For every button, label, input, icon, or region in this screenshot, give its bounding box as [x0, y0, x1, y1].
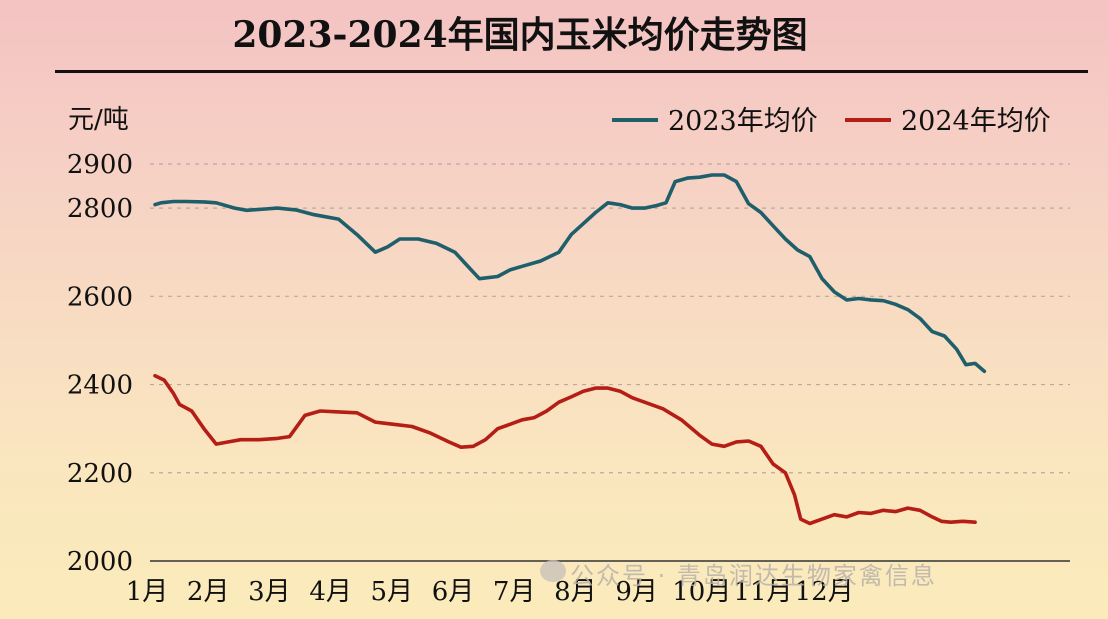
watermark: 公众号 · 青岛润达生物家禽信息 — [570, 562, 937, 590]
x-tick-label: 6月 — [432, 577, 475, 607]
x-tick-label: 3月 — [248, 577, 291, 607]
y-tick-label: 2600 — [67, 282, 133, 312]
x-tick-label: 11月 — [733, 577, 792, 607]
y-tick-label: 2800 — [67, 194, 133, 224]
y-axis-label: 元/吨 — [68, 105, 129, 135]
y-tick-label: 2200 — [67, 459, 133, 489]
y-tick-label: 2400 — [67, 371, 133, 401]
legend-label: 2023年均价 — [668, 106, 818, 137]
x-tick-label: 8月 — [554, 577, 597, 607]
x-tick-label: 7月 — [493, 577, 536, 607]
y-tick-label: 2000 — [67, 547, 133, 577]
legend: 2023年均价 2024年均价 — [612, 106, 1051, 137]
series-line — [153, 173, 987, 374]
x-tick-labels: 1月 2月 3月 4月 5月 6月 7月 8月 9月 10月 11月 12月 — [126, 577, 854, 607]
wechat-icon — [540, 560, 566, 582]
series-lines — [153, 173, 987, 526]
chart-title: 2023-2024年国内玉米均价走势图 — [232, 14, 808, 56]
x-tick-label: 4月 — [309, 577, 352, 607]
x-tick-label: 1月 — [126, 577, 169, 607]
title-underline — [55, 70, 1088, 73]
y-tick-label: 2900 — [67, 150, 133, 180]
legend-label: 2024年均价 — [901, 106, 1051, 137]
x-tick-label: 2月 — [187, 577, 230, 607]
x-tick-label: 10月 — [672, 577, 731, 607]
x-tick-label: 12月 — [795, 577, 854, 607]
x-tick-label: 9月 — [615, 577, 658, 607]
x-tick-label: 5月 — [371, 577, 414, 607]
series-line — [153, 373, 977, 526]
grid-lines — [150, 163, 1070, 474]
y-tick-labels: 2000 2200 2400 2600 2800 2900 — [67, 150, 133, 577]
